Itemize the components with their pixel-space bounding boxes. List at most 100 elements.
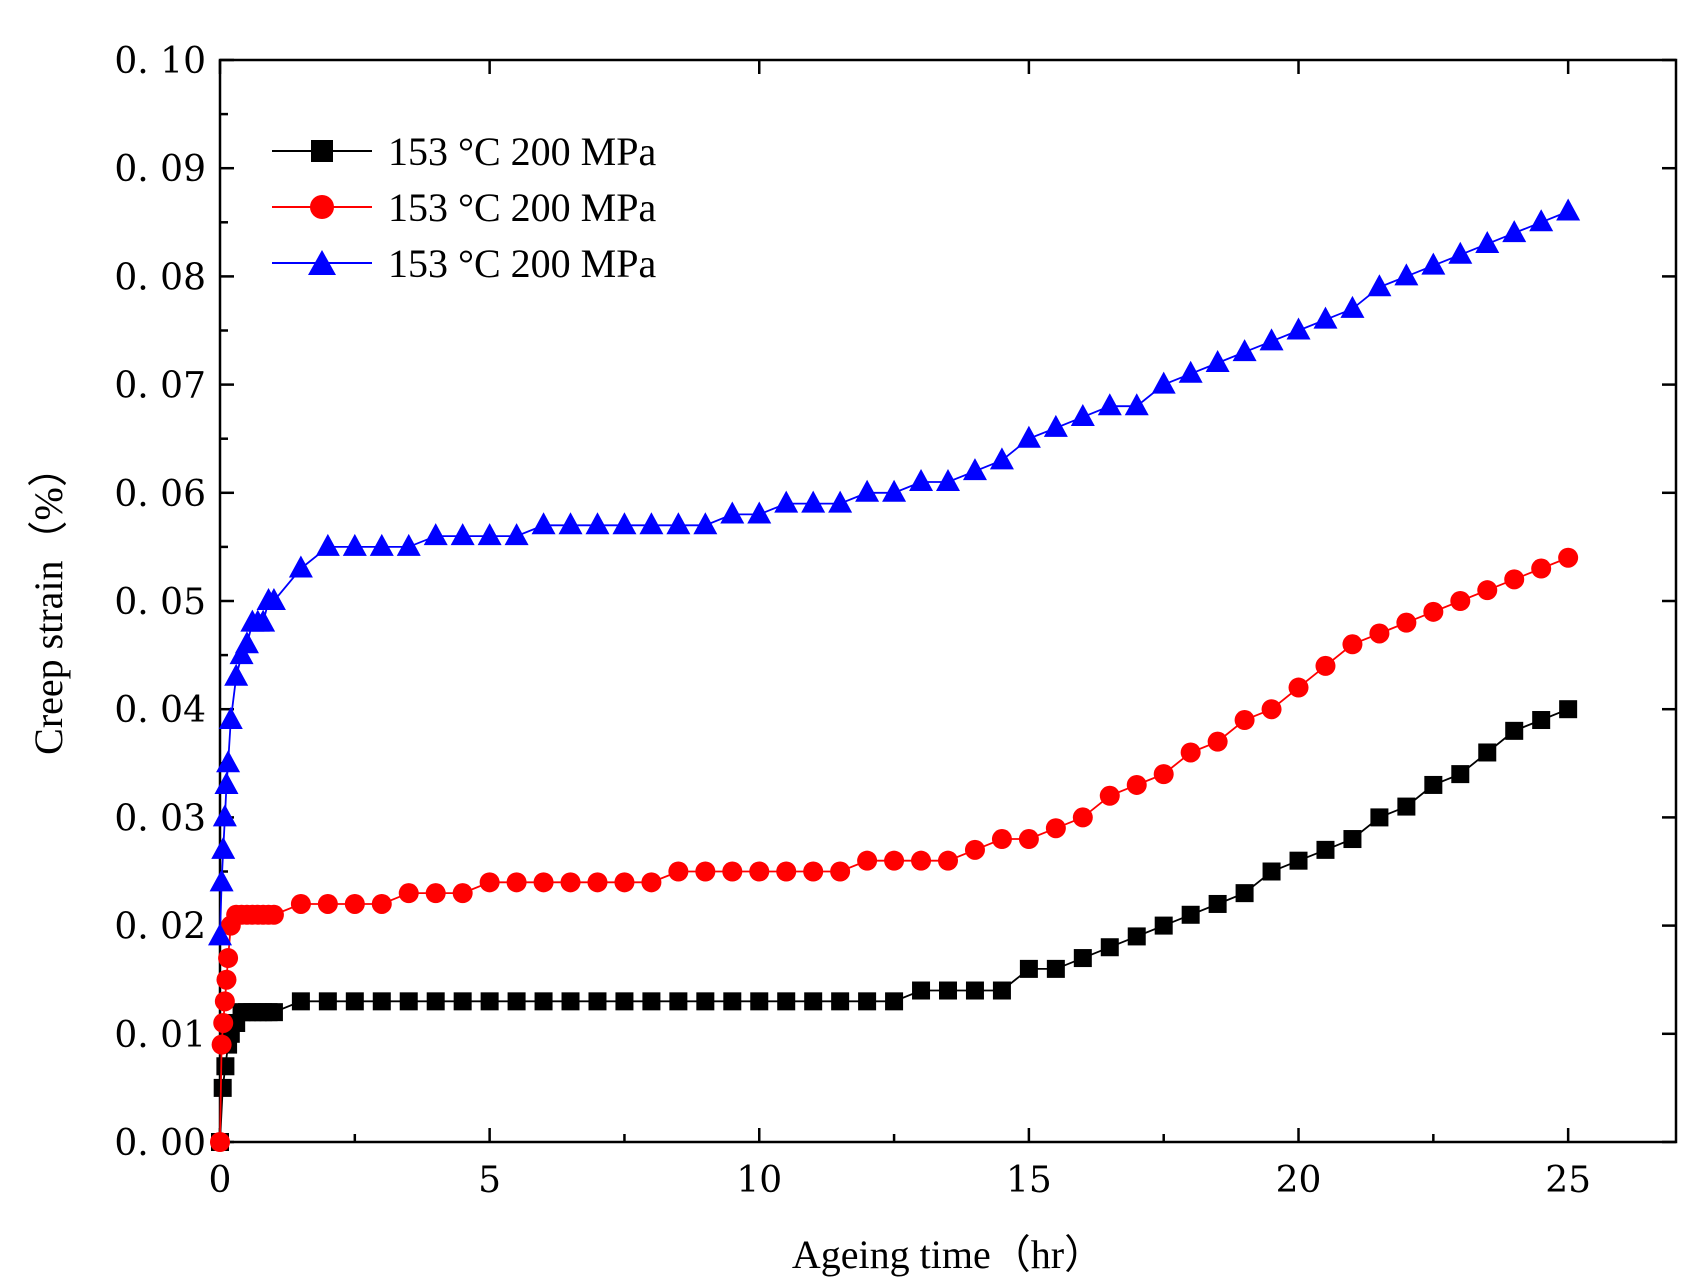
data-point-triangle — [477, 523, 502, 546]
data-point-square — [750, 992, 769, 1011]
x-axis-ticks: 0 5 10 15 20 25 — [209, 60, 1591, 1201]
data-point-triangle — [639, 512, 664, 535]
data-point-square — [1370, 808, 1389, 827]
legend-label-3: 153 °C 200 MPa — [388, 241, 656, 286]
data-point-circle — [1369, 623, 1390, 644]
data-point-triangle — [1421, 252, 1446, 275]
data-point-square — [1046, 959, 1065, 978]
x-tick-label: 10 — [736, 1160, 782, 1201]
data-point-triangle — [1070, 404, 1095, 427]
data-point-circle — [290, 893, 311, 914]
data-point-triangle — [214, 771, 239, 794]
y-tick-label: 0. 10 — [114, 41, 206, 82]
data-point-square — [1208, 894, 1227, 913]
data-point-square — [1316, 840, 1335, 859]
data-point-square — [561, 992, 580, 1011]
data-point-triangle — [209, 869, 234, 892]
data-point-square — [912, 981, 931, 1000]
y-tick-label: 0. 05 — [114, 582, 206, 623]
data-point-square — [1343, 830, 1362, 849]
data-point-square — [1073, 949, 1092, 968]
y-axis-title: Creep strain（%） — [26, 447, 71, 755]
data-point-square — [372, 992, 391, 1011]
data-point-circle — [263, 904, 284, 925]
y-tick-label: 0. 02 — [114, 907, 206, 948]
data-point-square — [480, 992, 499, 1011]
data-point-triangle — [774, 490, 799, 513]
data-point-circle — [857, 850, 878, 871]
data-point-triangle — [1286, 317, 1311, 340]
data-point-triangle — [531, 512, 556, 535]
data-point-circle — [218, 948, 239, 969]
data-point-square — [345, 992, 364, 1011]
data-point-circle — [1126, 774, 1147, 795]
data-point-circle — [1531, 558, 1552, 579]
data-point-circle — [1558, 547, 1579, 568]
data-point-circle — [1288, 677, 1309, 698]
legend-marker-triangle — [308, 250, 336, 275]
data-point-circle — [398, 883, 419, 904]
data-point-triangle — [1124, 393, 1149, 416]
data-point-circle — [371, 893, 392, 914]
data-point-circle — [479, 872, 500, 893]
data-point-square — [669, 992, 688, 1011]
data-point-triangle — [450, 523, 475, 546]
data-point-circle — [587, 872, 608, 893]
legend-marker-square — [311, 140, 333, 162]
data-point-triangle — [1313, 306, 1338, 329]
data-point-square — [1289, 851, 1308, 870]
data-point-triangle — [855, 479, 880, 502]
data-point-square — [885, 992, 904, 1011]
data-point-circle — [830, 861, 851, 882]
data-point-circle — [884, 850, 905, 871]
data-point-circle — [668, 861, 689, 882]
data-point-circle — [317, 893, 338, 914]
data-point-triangle — [585, 512, 610, 535]
data-point-triangle — [1448, 241, 1473, 264]
x-tick-label: 0 — [209, 1160, 232, 1201]
data-point-circle — [344, 893, 365, 914]
data-point-triangle — [1340, 295, 1365, 318]
data-point-triangle — [208, 923, 232, 946]
data-point-triangle — [218, 707, 243, 730]
data-point-circle — [560, 872, 581, 893]
data-point-triangle — [801, 490, 826, 513]
data-point-square — [1478, 743, 1497, 762]
data-point-triangle — [224, 663, 249, 686]
data-point-circle — [1207, 731, 1228, 752]
data-point-triangle — [234, 631, 259, 654]
data-point-square — [1559, 700, 1578, 719]
data-point-triangle — [1205, 349, 1230, 372]
data-point-circle — [1180, 742, 1201, 763]
data-point-circle — [722, 861, 743, 882]
data-point-triangle — [720, 501, 745, 524]
data-point-square — [426, 992, 445, 1011]
data-point-triangle — [1502, 220, 1527, 243]
data-point-triangle — [342, 533, 367, 556]
x-tick-label: 15 — [1006, 1160, 1052, 1201]
data-point-triangle — [1232, 339, 1257, 362]
data-point-circle — [452, 883, 473, 904]
data-point-circle — [1450, 591, 1471, 611]
y-tick-label: 0. 03 — [114, 798, 206, 839]
data-point-triangle — [216, 750, 241, 773]
data-point-circle — [211, 1034, 232, 1055]
data-point-triangle — [1259, 328, 1284, 351]
data-point-circle — [1261, 699, 1282, 720]
data-point-square — [1154, 916, 1173, 935]
y-tick-label: 0. 08 — [114, 257, 206, 298]
data-point-square — [1235, 884, 1254, 903]
x-axis-title: Ageing time（hr） — [792, 1232, 1104, 1277]
x-tick-label: 20 — [1276, 1160, 1322, 1201]
data-point-triangle — [1367, 274, 1392, 297]
data-point-square — [615, 992, 634, 1011]
data-point-circle — [695, 861, 716, 882]
legend-label-2: 153 °C 200 MPa — [388, 185, 656, 230]
data-point-triangle — [288, 555, 313, 578]
data-point-square — [939, 981, 957, 1000]
data-point-square — [992, 981, 1011, 1000]
legend-label-1: 153 °C 200 MPa — [388, 129, 656, 174]
data-point-circle — [1315, 655, 1336, 676]
data-point-circle — [1477, 580, 1498, 601]
y-tick-label: 0. 04 — [114, 690, 206, 731]
